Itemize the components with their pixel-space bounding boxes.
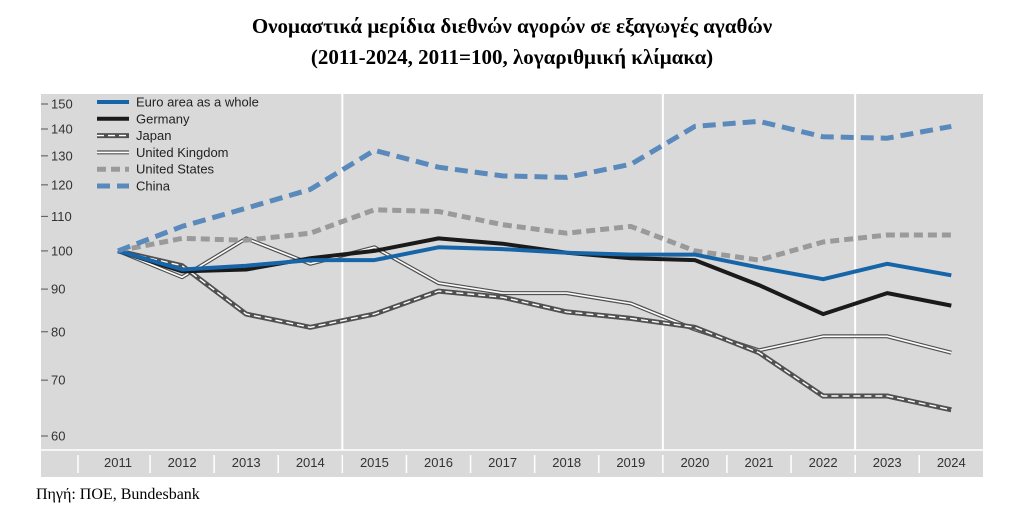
series-united-states bbox=[117, 207, 952, 263]
x-tick-label: 2016 bbox=[424, 455, 453, 470]
legend-entry: United Kingdom bbox=[97, 145, 229, 160]
source-note: Πηγή: ΠΟΕ, Bundesbank bbox=[36, 486, 200, 503]
x-tick-label: 2017 bbox=[488, 455, 517, 470]
y-tick-label: 120 bbox=[51, 177, 73, 192]
x-tick-label: 2022 bbox=[809, 455, 838, 470]
x-tick-label: 2019 bbox=[616, 455, 645, 470]
x-tick-label: 2024 bbox=[937, 455, 966, 470]
y-tick-label: 100 bbox=[51, 243, 73, 258]
plot-background bbox=[41, 94, 983, 477]
x-tick-label: 2011 bbox=[104, 455, 132, 470]
x-tick-label: 2020 bbox=[680, 455, 709, 470]
series-germany bbox=[117, 236, 952, 317]
x-tick-label: 2018 bbox=[552, 455, 581, 470]
y-tick-label: 130 bbox=[51, 148, 73, 163]
legend-label: United Kingdom bbox=[136, 145, 229, 160]
y-tick-label: 80 bbox=[51, 324, 65, 339]
x-tick-label: 2021 bbox=[745, 455, 774, 470]
series-line bbox=[117, 245, 952, 282]
chart-title: Ονομαστικά μερίδια διεθνών αγορών σε εξα… bbox=[251, 14, 773, 38]
x-tick-label: 2012 bbox=[168, 455, 197, 470]
legend-label: Japan bbox=[136, 128, 171, 143]
x-tick-label: 2023 bbox=[873, 455, 902, 470]
legend-entry: Germany bbox=[97, 111, 190, 126]
legend-entry: Japan bbox=[97, 128, 171, 143]
y-tick-label: 150 bbox=[51, 97, 73, 112]
legend-entry: China bbox=[97, 179, 171, 194]
series-euro-area-as-a-whole bbox=[117, 245, 952, 282]
legend-label: Germany bbox=[136, 111, 190, 126]
legend-label: United States bbox=[136, 162, 215, 177]
legend-label: China bbox=[136, 179, 171, 194]
y-tick-label: 110 bbox=[51, 209, 72, 224]
legend-label: Euro area as a whole bbox=[136, 95, 259, 110]
y-tick-label: 60 bbox=[51, 429, 65, 444]
series-japan bbox=[117, 248, 952, 413]
x-tick-label: 2014 bbox=[296, 455, 325, 470]
series-line bbox=[117, 250, 952, 411]
series-line bbox=[117, 237, 952, 354]
line-chart: 60 70 80 90 100 110 120 130 140 150 2011 2012 2013 2… bbox=[41, 94, 983, 477]
series-line bbox=[117, 207, 952, 263]
series-line bbox=[117, 118, 952, 254]
chart-subtitle: (2011-2024, 2011=100, λογαριθμική κλίμακ… bbox=[310, 45, 714, 69]
y-tick-label: 90 bbox=[51, 282, 65, 297]
legend-entry: Euro area as a whole bbox=[97, 95, 259, 110]
x-tick-label: 2013 bbox=[232, 455, 261, 470]
series-line bbox=[117, 236, 952, 317]
series-united-kingdom bbox=[117, 236, 952, 355]
legend-entry: United States bbox=[97, 162, 215, 177]
series-china bbox=[117, 118, 952, 254]
x-tick-label: 2015 bbox=[360, 455, 389, 470]
y-tick-label: 140 bbox=[51, 121, 73, 136]
y-tick-label: 70 bbox=[51, 373, 65, 388]
